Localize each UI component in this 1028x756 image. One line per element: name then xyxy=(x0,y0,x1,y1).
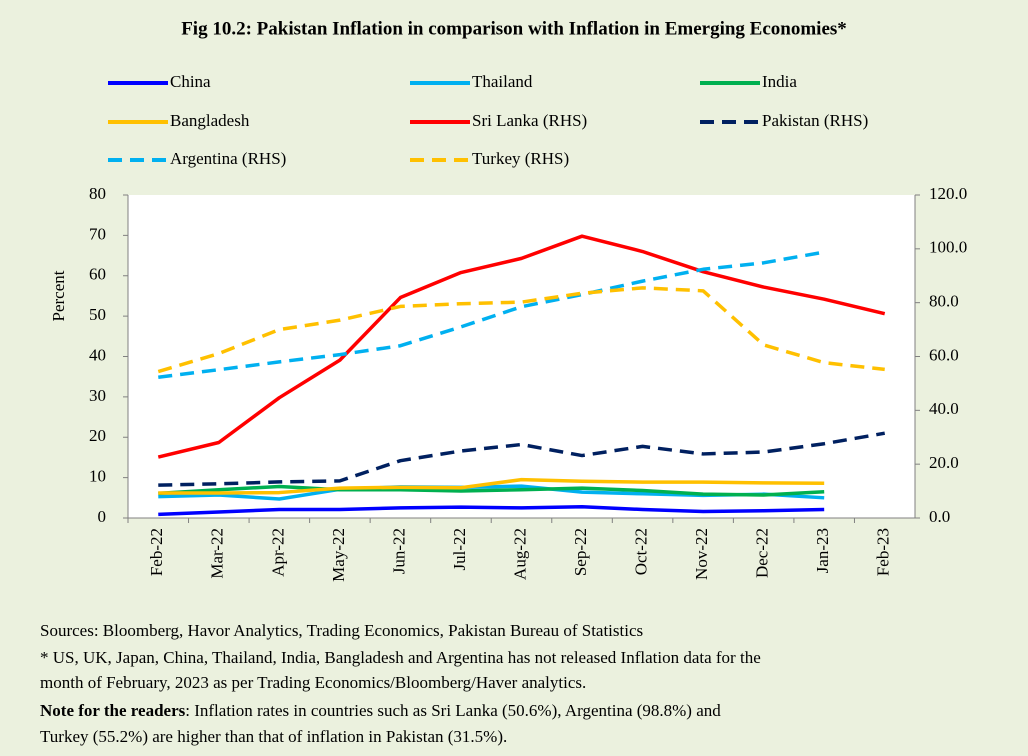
note-text: : Inflation rates in countries such as S… xyxy=(185,701,721,720)
y2-tick-label: 20.0 xyxy=(929,453,959,472)
y2-tick-label: 80.0 xyxy=(929,292,959,311)
legend-label: Turkey (RHS) xyxy=(472,149,569,168)
legend-label: Sri Lanka (RHS) xyxy=(472,111,587,130)
series-line xyxy=(158,504,825,517)
legend-label: India xyxy=(762,72,797,91)
series-line xyxy=(158,477,825,495)
y2-tick-label: 60.0 xyxy=(929,345,959,364)
y-tick-label: 40 xyxy=(89,345,106,364)
series-line xyxy=(157,234,886,459)
legend-label: Thailand xyxy=(472,72,533,91)
series-line xyxy=(158,250,825,379)
note-label: Note for the readers xyxy=(40,701,186,720)
y2-tick-label: 40.0 xyxy=(929,399,959,418)
plot-area xyxy=(128,195,915,518)
y2-tick-label: 120.0 xyxy=(929,184,967,203)
note: Turkey (55.2%) are higher than that of i… xyxy=(40,727,507,746)
y-tick-label: 10 xyxy=(89,467,106,486)
x-tick-label: Sep-22 xyxy=(571,528,590,576)
y-tick-label: 80 xyxy=(89,184,106,203)
x-tick-label: Dec-22 xyxy=(753,528,772,578)
legend-label: Bangladesh xyxy=(170,111,250,130)
x-tick-label: Jun-22 xyxy=(389,528,408,574)
y-tick-label: 0 xyxy=(98,507,107,526)
x-tick-label: Aug-22 xyxy=(510,528,529,580)
note: Note for the readers: Inflation rates in… xyxy=(40,701,721,720)
y-tick-label: 60 xyxy=(89,265,106,284)
legend-label: Argentina (RHS) xyxy=(170,149,286,168)
series-line xyxy=(158,431,886,487)
x-tick-label: Jan-23 xyxy=(813,528,832,573)
chart-title: Fig 10.2: Pakistan Inflation in comparis… xyxy=(181,18,847,39)
legend-label: China xyxy=(170,72,211,91)
footnote: * US, UK, Japan, China, Thailand, India,… xyxy=(40,648,761,667)
footnote: month of February, 2023 as per Trading E… xyxy=(40,673,586,692)
legend-label: Pakistan (RHS) xyxy=(762,111,868,130)
x-tick-label: Oct-22 xyxy=(631,528,650,575)
y-tick-label: 50 xyxy=(89,305,106,324)
sources: Sources: Bloomberg, Havor Analytics, Tra… xyxy=(40,621,643,640)
x-tick-label: Jul-22 xyxy=(450,528,469,571)
y2-tick-label: 100.0 xyxy=(929,238,967,257)
y-tick-label: 20 xyxy=(89,426,106,445)
x-tick-label: Mar-22 xyxy=(208,528,227,579)
y2-tick-label: 0.0 xyxy=(929,507,950,526)
x-tick-label: May-22 xyxy=(329,528,348,582)
x-tick-label: Nov-22 xyxy=(692,528,711,580)
x-tick-label: Apr-22 xyxy=(268,528,287,577)
x-tick-label: Feb-22 xyxy=(147,528,166,576)
y-tick-label: 30 xyxy=(89,386,106,405)
y-tick-label: 70 xyxy=(89,224,106,243)
series-line xyxy=(158,484,825,497)
x-tick-label: Feb-23 xyxy=(874,528,893,576)
y-axis-label: Percent xyxy=(49,270,68,321)
